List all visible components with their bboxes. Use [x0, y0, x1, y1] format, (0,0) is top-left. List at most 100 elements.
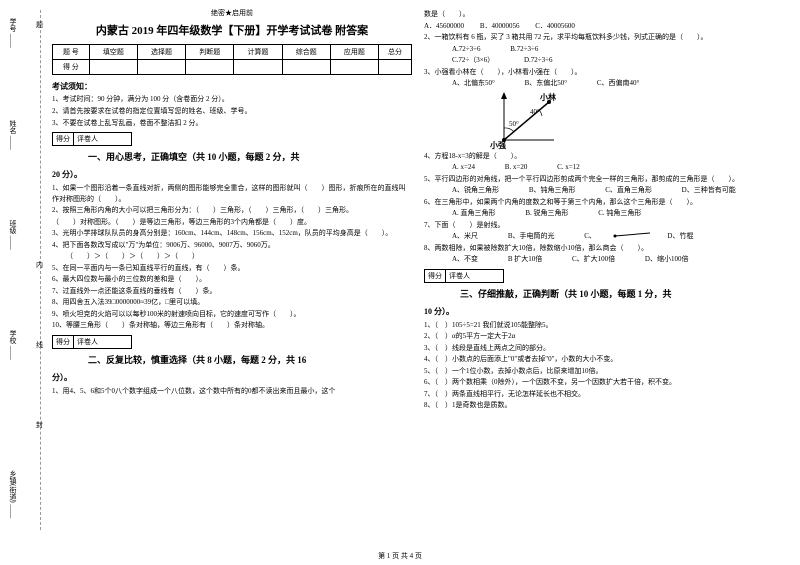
opt: C.72÷（3×6）: [438, 55, 494, 66]
j1: 1、（ ）105÷5=21 我们就说105能整除5。: [424, 320, 784, 331]
q2-1b: 数是（ ）。: [424, 9, 784, 20]
q2: 2、按照三角形内角的大小可以把三角形分为：（ ）三角形，（ ）三角形，（ ）三角…: [52, 205, 412, 216]
q5: 5、在同一平面内与一条已知直线平行的直线，有（ ）条。: [52, 263, 412, 274]
q2-1-opts: A．45600000 B．40000056 C．40005600: [424, 21, 784, 32]
j7: 7、（ ）两条直线相平行，无论怎样延长也不相交。: [424, 389, 784, 400]
q3: 3、光明小学排球队队员的身高分别是：160cm、144cm、148cm、156c…: [52, 228, 412, 239]
margin-bj: 班级 ____: [8, 220, 18, 250]
opt: C、直角三角形: [591, 185, 652, 196]
opt: D.72÷3÷6: [510, 55, 553, 66]
th: 应用题: [330, 45, 378, 60]
opt: D、竹棍: [653, 231, 693, 242]
th: 判断题: [186, 45, 234, 60]
dash-line: [40, 10, 41, 530]
grade-marker: 评卷人: [74, 336, 131, 348]
opt: C、扩大100倍: [558, 254, 615, 265]
notice-item: 1、考试时间：90 分钟，满分为 100 分（含卷面分 2 分）。: [52, 95, 412, 105]
grade-box: 得分 评卷人: [424, 269, 504, 283]
q2-3-opts: A、北偏东50° B、东偏北50° C、西偏南40°: [424, 78, 784, 89]
j5: 5、（ ）一个1位小数，去掉小数点后，比原来增加10倍。: [424, 366, 784, 377]
part2-points: 分）。: [52, 372, 412, 383]
opt: B．40000056: [480, 21, 520, 32]
part1-points: 20 分）。: [52, 169, 412, 180]
q2-4: 4、方程18-x=3的解是（ ）。: [424, 151, 784, 162]
exam-sheet: 学号 ____ 姓名 ____ 班级 ____ 学校 ____ 乡镇(街道) _…: [0, 0, 800, 565]
j3: 3、（ ）线段是直线上两点之间的部分。: [424, 343, 784, 354]
q2-4-opts: A. x=24 B. x=20 C. x=12: [424, 162, 784, 173]
opt: C. x=12: [543, 162, 580, 173]
td[interactable]: [379, 60, 412, 75]
opt: D、三种皆有可能: [668, 185, 736, 196]
table-row: 题 号 填空题 选择题 判断题 计算题 综合题 应用题 总分: [53, 45, 412, 60]
label-xiaoqiang: 小强: [489, 140, 506, 150]
part3-points: 10 分）。: [424, 306, 784, 317]
th: 题 号: [53, 45, 90, 60]
binding-margin: 学号 ____ 姓名 ____ 班级 ____ 学校 ____ 乡镇(街道) _…: [8, 10, 40, 530]
q2-6: 6、在三角形中，如果两个内角的度数之和等于第三个内角，那么这个三角形是（ ）。: [424, 197, 784, 208]
margin-xx: 学校 ____: [8, 330, 18, 360]
score-table: 题 号 填空题 选择题 判断题 计算题 综合题 应用题 总分 得 分: [52, 44, 412, 75]
q2-6-opts: A. 直角三角形 B. 锐角三角形 C. 钝角三角形: [424, 208, 784, 219]
q2-5: 5、平行四边形的对角线，把一个平行四边形剪成两个完全一样的三角形，那剪成的三角形…: [424, 174, 784, 185]
margin-xz: 乡镇(街道) ____: [8, 470, 18, 518]
label-xiaolin: 小林: [539, 92, 556, 102]
q2-8: 8、两数相除，如果被除数扩大10倍，除数缩小10倍，那么商会（ ）。: [424, 243, 784, 254]
q2-1: 1、用4、5、6和5个0八个数字组成一个八位数，这个数中所有的0都不读出来而且最…: [52, 386, 412, 397]
opt: A．45600000: [424, 21, 464, 32]
opt: A. x=24: [438, 162, 475, 173]
j4: 4、（ ）小数点的后面添上"0"或者去掉"0"，小数的大小不变。: [424, 354, 784, 365]
part1-heading: 一、用心思考，正确填空（共 10 小题，每题 2 分，共: [52, 150, 412, 163]
td[interactable]: [282, 60, 330, 75]
grade-score: 得分: [425, 270, 446, 282]
notice-list: 1、考试时间：90 分钟，满分为 100 分（含卷面分 2 分）。 2、请首先按…: [52, 95, 412, 128]
td: 得 分: [53, 60, 90, 75]
left-column: 绝密★启用前 内蒙古 2019 年四年级数学【下册】开学考试试卷 附答案 题 号…: [52, 8, 412, 397]
dash-label-1: 题: [36, 20, 43, 30]
grade-box: 得分 评卷人: [52, 335, 132, 349]
opt: B.72÷3÷6: [496, 44, 538, 55]
grade-score: 得分: [53, 133, 74, 145]
opt: C. 钝角三角形: [584, 208, 641, 219]
notice-item: 3、不要在试卷上乱写乱画，卷面不整洁扣 2 分。: [52, 119, 412, 129]
opt: C．40005600: [535, 21, 575, 32]
q2-2-opts1: A.72÷3÷6 B.72÷3÷6: [424, 44, 784, 55]
q2-5-opts: A、锐角三角形 B、钝角三角形 C、直角三角形 D、三种皆有可能: [424, 185, 784, 196]
opt: A、北偏东50°: [438, 78, 495, 89]
q9: 9、喷火坦克的火焰可以以每秒100米的射速喷向目标，它的速度可写作（ ）。: [52, 309, 412, 320]
page-footer: 第 1 页 共 4 页: [0, 551, 800, 561]
th: 综合题: [282, 45, 330, 60]
th: 填空题: [89, 45, 137, 60]
grade-marker: 评卷人: [74, 133, 131, 145]
q4b: （ ）＞（ ）＞（ ）＞（ ）: [52, 251, 412, 262]
opt: C、西偏南40°: [583, 78, 639, 89]
grade-marker: 评卷人: [446, 270, 503, 282]
opt: B. 锐角三角形: [511, 208, 568, 219]
opt: D、缩小100倍: [631, 254, 689, 265]
opt: C、: [570, 231, 596, 242]
part2-heading: 二、反复比较，慎重选择（共 8 小题，每题 2 分，共 16: [52, 353, 412, 366]
td[interactable]: [330, 60, 378, 75]
margin-xm: 姓名 ____: [8, 120, 18, 150]
opt: B、东偏北50°: [511, 78, 567, 89]
q2-2-opts2: C.72÷（3×6） D.72÷3÷6: [424, 55, 784, 66]
td[interactable]: [234, 60, 282, 75]
td[interactable]: [186, 60, 234, 75]
q2-7: 7、下面（ ）是射线。: [424, 220, 784, 231]
th: 总分: [379, 45, 412, 60]
ray-icon: [612, 231, 652, 241]
opt: A.72÷3÷6: [438, 44, 481, 55]
q2-2: 2、一箱饮料有 6 瓶，买了 3 箱共用 72 元，求平均每瓶饮料多少钱，列式正…: [424, 32, 784, 43]
q8: 8、用四舍五入法39□0000000≈39亿，□里可以填。: [52, 297, 412, 308]
dash-label-x: 线: [36, 340, 43, 350]
opt: B. x=20: [491, 162, 528, 173]
grade-score: 得分: [53, 336, 74, 348]
td[interactable]: [137, 60, 185, 75]
td[interactable]: [89, 60, 137, 75]
part3-heading: 三、仔细推敲，正确判断（共 10 小题，每题 1 分，共: [424, 287, 784, 300]
th: 选择题: [137, 45, 185, 60]
opt: A、不变: [438, 254, 478, 265]
table-row: 得 分: [53, 60, 412, 75]
compass-figure: 50° 40° 小强 小林: [484, 90, 574, 150]
q4: 4、把下面各数改写成以"万"为单位：9006万、96000、9007万、9060…: [52, 240, 412, 251]
angle-50: 50°: [509, 120, 519, 128]
